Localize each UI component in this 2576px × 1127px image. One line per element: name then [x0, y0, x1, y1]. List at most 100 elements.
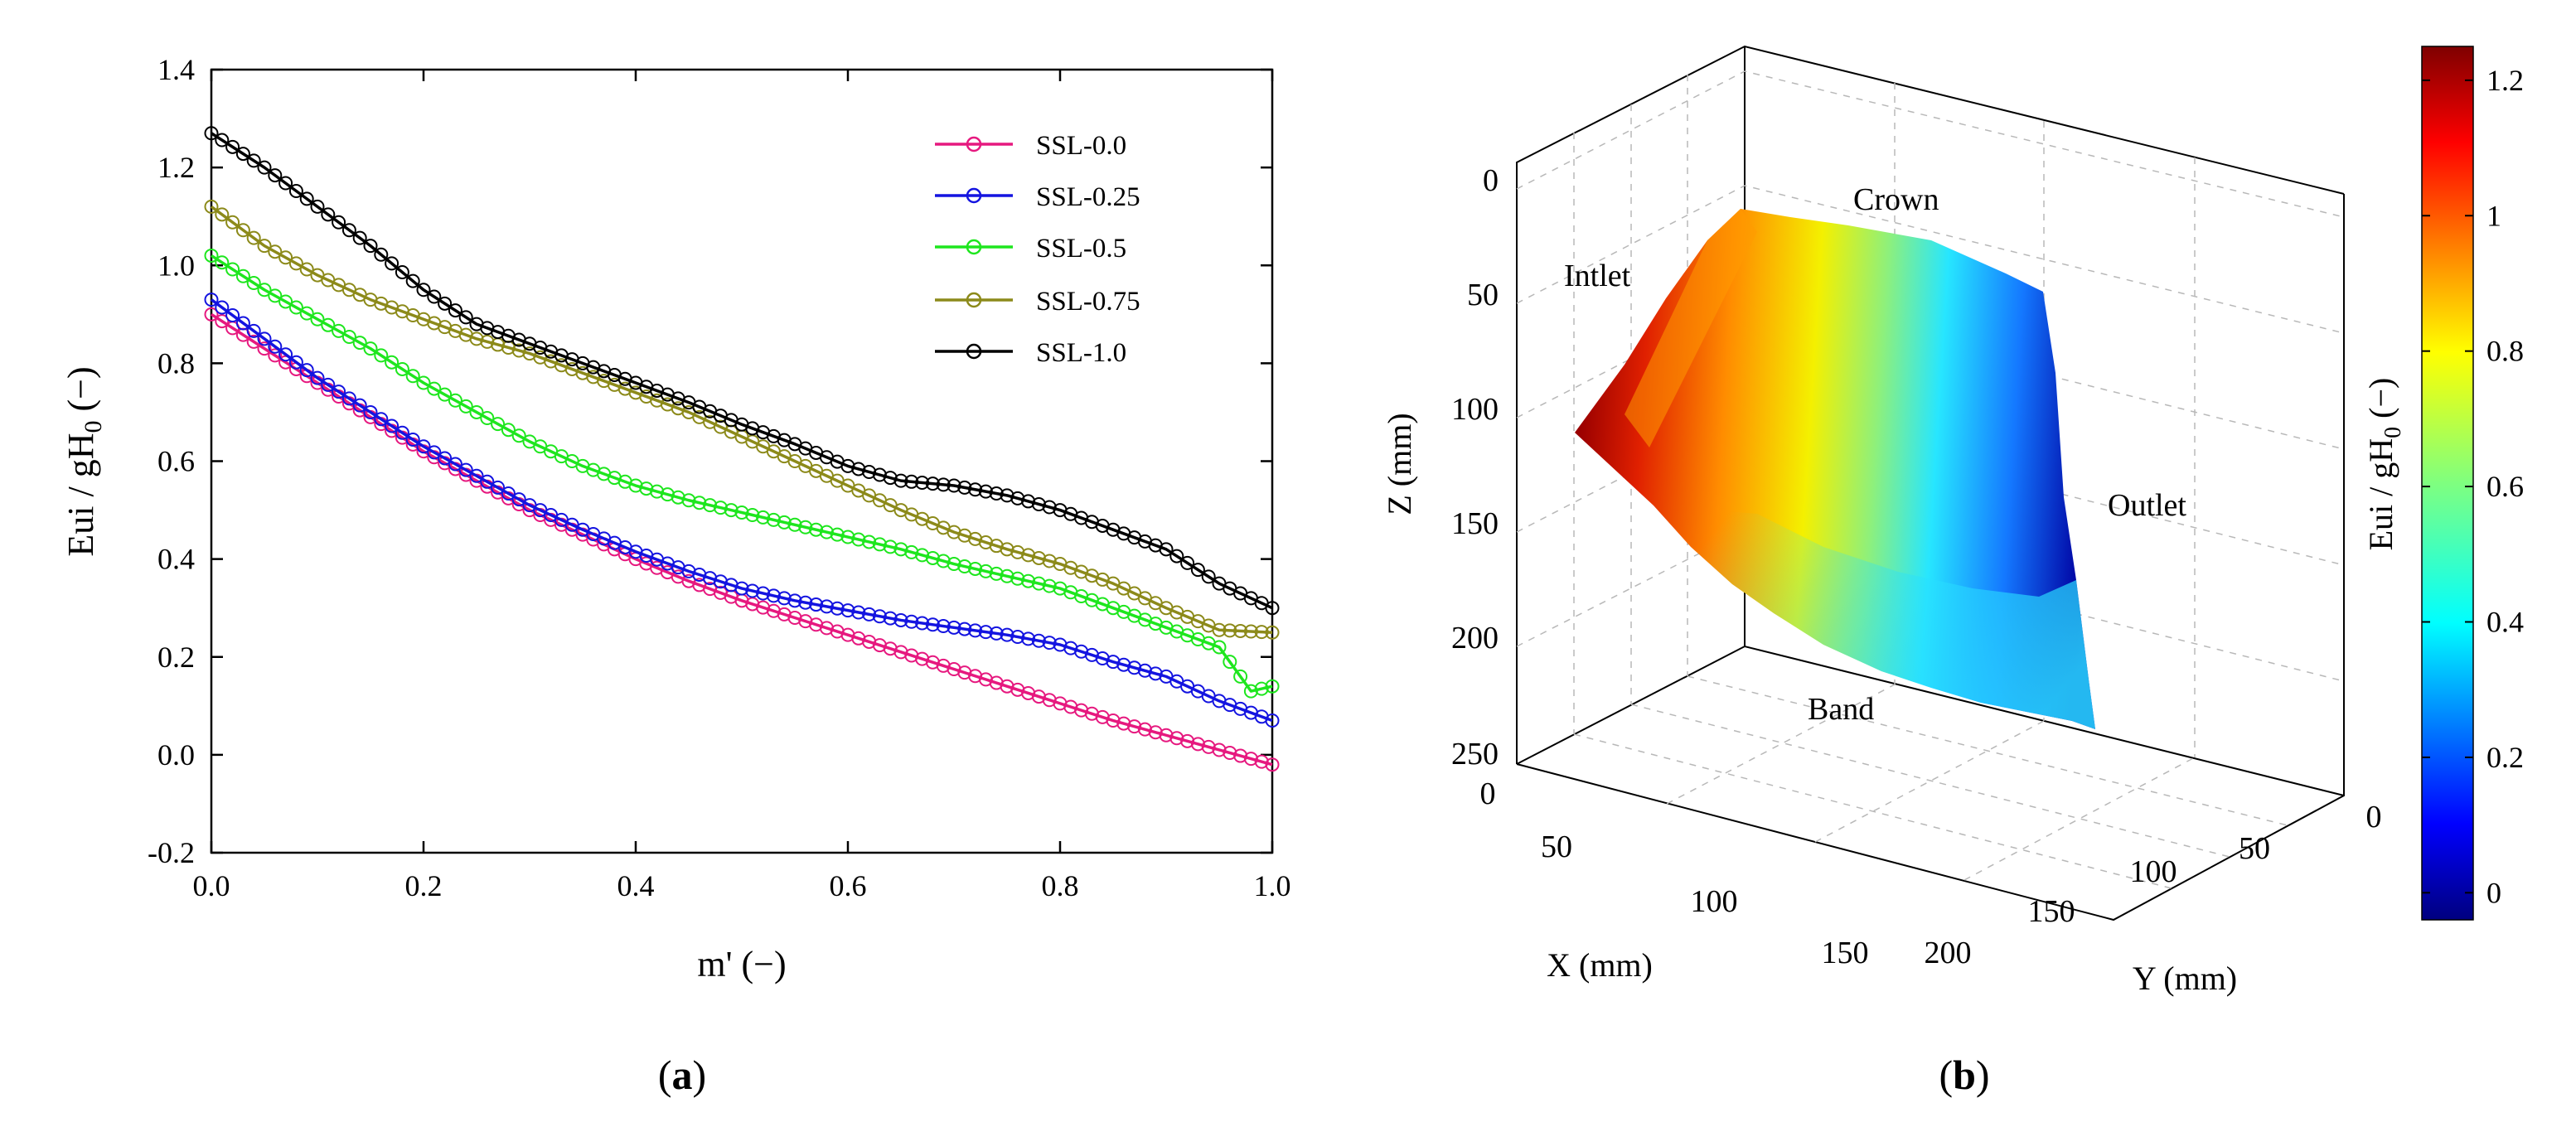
data-point	[745, 583, 760, 598]
data-point	[1265, 625, 1280, 640]
legend-label: SSL-0.5	[1036, 234, 1126, 264]
panel-label-b: (b)	[1939, 1052, 1989, 1098]
data-point	[405, 273, 420, 288]
data-point	[332, 215, 346, 230]
colorbar-tick-label: 0.6	[2486, 470, 2524, 503]
data-point	[936, 477, 951, 492]
data-point	[278, 176, 293, 191]
legend-label: SSL-0.25	[1036, 182, 1140, 212]
data-point	[1042, 554, 1057, 568]
data-point	[458, 462, 473, 477]
data-point	[352, 230, 367, 245]
data-point	[321, 377, 336, 392]
data-point	[1010, 571, 1025, 586]
data-point	[1265, 679, 1280, 694]
data-point	[872, 467, 887, 482]
data-point	[745, 507, 760, 522]
data-point	[321, 317, 336, 332]
y-tick-label: 0.2	[157, 641, 195, 674]
data-point	[1000, 542, 1014, 557]
series-ssl-1.0	[204, 126, 1280, 616]
data-point	[989, 566, 1004, 581]
colorbar-ticks: 0 0.2 0.4 0.6 0.8 1 1.2	[2422, 64, 2524, 909]
legend-entry-ssl-1.0: SSL-1.0	[935, 338, 1126, 368]
data-point	[225, 262, 240, 277]
data-point	[268, 168, 283, 183]
data-point	[278, 347, 293, 362]
data-point	[1148, 666, 1163, 681]
data-point	[1021, 494, 1036, 509]
data-point	[1127, 719, 1142, 734]
data-point	[1116, 716, 1131, 731]
data-point	[225, 215, 240, 230]
legend-label: SSL-0.0	[1036, 131, 1126, 161]
data-point	[1201, 739, 1216, 754]
x-axis-label-b: X (mm)	[1547, 946, 1653, 984]
data-point	[777, 515, 792, 530]
data-point	[1000, 488, 1014, 503]
data-point	[1031, 550, 1046, 565]
data-point	[766, 588, 781, 603]
data-point	[225, 307, 240, 322]
data-point	[501, 486, 516, 501]
data-point	[1201, 569, 1216, 584]
data-point	[215, 300, 230, 315]
y-tick-label: 0.8	[157, 346, 195, 380]
data-point	[1031, 496, 1046, 511]
data-point	[288, 183, 303, 198]
data-point	[438, 451, 453, 466]
data-point	[321, 207, 336, 222]
data-point	[947, 478, 961, 493]
data-point	[299, 191, 314, 206]
data-point	[310, 312, 325, 326]
data-point	[246, 153, 261, 168]
data-point	[215, 133, 230, 148]
data-point	[713, 501, 728, 515]
data-point	[787, 517, 802, 532]
legend-a: SSL-0.0 SSL-0.25 SSL-0.5 SSL-0.75 SSL-1.	[935, 131, 1140, 368]
data-point	[405, 433, 420, 447]
data-point	[385, 418, 399, 433]
data-point	[1137, 663, 1152, 678]
data-point	[405, 369, 420, 384]
panel-a-line-chart: 0.0 0.2 0.4 0.6 0.8 1.0-0.20.00.20.40.60.81.0…	[61, 53, 1291, 1098]
data-point	[628, 478, 643, 493]
data-point	[1190, 563, 1205, 578]
data-point	[1031, 576, 1046, 591]
y-tick-label: 1.4	[157, 53, 195, 86]
series-line	[210, 298, 1273, 723]
data-point	[1010, 544, 1025, 559]
axis-a-ticks: 0.0 0.2 0.4 0.6 0.8 1.0-0.20.00.20.40.60.81.0…	[148, 53, 1291, 902]
data-point	[1031, 633, 1046, 648]
data-point	[1000, 568, 1014, 583]
data-point	[501, 423, 516, 438]
data-point	[246, 334, 261, 349]
data-point	[968, 623, 983, 638]
data-point	[1169, 549, 1184, 564]
data-point	[883, 471, 898, 486]
data-point	[278, 250, 293, 265]
legend-label: SSL-0.75	[1036, 287, 1140, 317]
data-point	[1254, 625, 1269, 640]
series-ssl-0.25	[204, 293, 1280, 728]
data-point	[416, 375, 431, 390]
data-point	[469, 404, 484, 419]
x-axis-label-a: m' (−)	[697, 944, 786, 984]
data-point	[1243, 752, 1258, 767]
data-point	[1148, 725, 1163, 740]
x-tick-label: 100	[1691, 884, 1738, 919]
data-point	[246, 276, 261, 291]
data-point	[204, 248, 219, 263]
data-point	[925, 476, 940, 491]
data-point	[989, 486, 1004, 501]
data-point	[734, 505, 749, 520]
y-tick-label: 150	[2028, 894, 2075, 929]
z-tick-label: 50	[1467, 278, 1499, 312]
data-point	[268, 348, 283, 363]
panel-label-a: (a)	[658, 1052, 706, 1098]
data-point	[288, 256, 303, 271]
data-point	[278, 294, 293, 309]
data-point	[872, 537, 887, 552]
data-point	[1265, 713, 1280, 728]
x-tick-label: 1.0	[1254, 869, 1291, 902]
